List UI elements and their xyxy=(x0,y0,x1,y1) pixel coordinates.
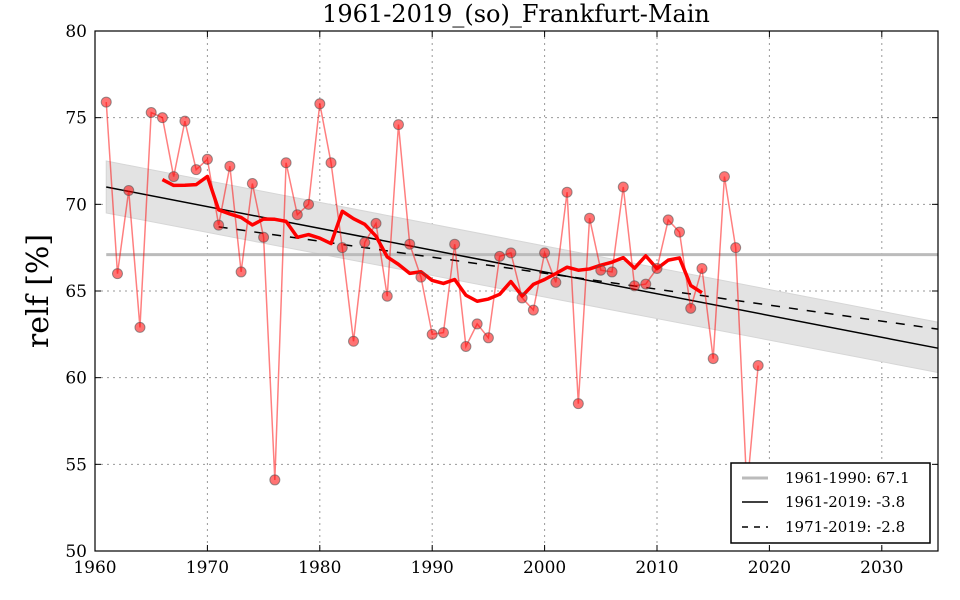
y-axis-label: relf [%] xyxy=(21,234,56,348)
data-point xyxy=(336,242,348,254)
data-point xyxy=(201,153,213,165)
data-point xyxy=(111,268,123,280)
y-tick-label: 80 xyxy=(65,22,87,42)
data-point xyxy=(696,262,708,274)
data-point xyxy=(494,250,506,262)
x-tick-label: 2030 xyxy=(860,558,903,578)
data-point xyxy=(629,280,641,292)
data-point xyxy=(662,214,674,226)
legend-trend2-label: 1971-2019: -2.8 xyxy=(785,518,905,536)
data-point xyxy=(123,184,135,196)
legend-mean-label: 1961-1990: 67.1 xyxy=(785,469,910,487)
data-point xyxy=(325,157,337,169)
data-point xyxy=(651,262,663,274)
data-point xyxy=(539,247,551,259)
data-point xyxy=(314,98,326,110)
data-point xyxy=(673,226,685,238)
y-tick-label: 55 xyxy=(65,455,87,475)
data-point xyxy=(168,171,180,183)
moving-average-line xyxy=(161,174,703,303)
data-point xyxy=(100,96,112,108)
data-point xyxy=(156,112,168,124)
data-point xyxy=(224,160,236,172)
confidence-band-area xyxy=(105,160,939,374)
x-tick-label: 1960 xyxy=(73,558,116,578)
data-point xyxy=(550,276,562,288)
x-tick-label: 1980 xyxy=(298,558,341,578)
data-point xyxy=(381,290,393,302)
data-point xyxy=(449,238,461,250)
x-tick-label: 2000 xyxy=(523,558,566,578)
data-point xyxy=(505,247,517,259)
data-point xyxy=(437,327,449,339)
data-point xyxy=(471,318,483,330)
data-point xyxy=(246,178,258,190)
data-point xyxy=(584,212,596,224)
legend-trend-label: 1961-2019: -3.8 xyxy=(785,493,905,511)
trend-line-1971-2019 xyxy=(218,226,939,330)
legend-box xyxy=(730,462,931,544)
x-tick-label: 2020 xyxy=(748,558,791,578)
data-point xyxy=(179,115,191,127)
chart-title: 1961-2019_(so)_Frankfurt-Main xyxy=(322,0,710,28)
data-point xyxy=(685,302,697,314)
data-point xyxy=(730,242,742,254)
data-point xyxy=(269,474,281,486)
data-point xyxy=(482,332,494,344)
data-point xyxy=(606,266,618,278)
data-point xyxy=(303,198,315,210)
data-point xyxy=(415,271,427,283)
data-point xyxy=(359,236,371,248)
data-point xyxy=(145,106,157,118)
data-point xyxy=(561,186,573,198)
legend: 1961-1990: 67.1 1961-2019: -3.8 1971-201… xyxy=(730,462,931,544)
data-point xyxy=(707,353,719,365)
data-point xyxy=(640,278,652,290)
data-point xyxy=(235,266,247,278)
y-tick-label: 60 xyxy=(65,369,87,389)
data-point xyxy=(190,164,202,176)
data-point xyxy=(516,292,528,304)
data-point xyxy=(392,119,404,131)
data-point xyxy=(527,304,539,316)
data-point xyxy=(134,321,146,333)
data-point xyxy=(404,238,416,250)
data-point xyxy=(370,217,382,229)
data-point xyxy=(718,171,730,183)
data-point xyxy=(426,328,438,340)
y-tick-label: 75 xyxy=(65,109,87,129)
data-point xyxy=(752,360,764,372)
data-point xyxy=(213,219,225,231)
data-point xyxy=(291,209,303,221)
data-point xyxy=(460,340,472,352)
y-tick-label: 50 xyxy=(65,542,87,562)
data-point xyxy=(348,335,360,347)
y-tick-label: 65 xyxy=(65,282,87,302)
x-tick-label: 2010 xyxy=(635,558,678,578)
data-point xyxy=(258,231,270,243)
data-point xyxy=(280,157,292,169)
data-point xyxy=(595,264,607,276)
x-tick-label: 1970 xyxy=(186,558,229,578)
data-point xyxy=(617,181,629,193)
axis-ticks: 1960 1970 1980 1990 2000 2010 2020 2030 50 55 60 65… xyxy=(65,22,938,578)
plot-marks xyxy=(100,96,939,496)
confidence-band xyxy=(105,160,939,374)
data-point xyxy=(572,398,584,410)
trend-line-1961-2019 xyxy=(106,186,939,349)
x-tick-label: 1990 xyxy=(411,558,454,578)
y-tick-label: 70 xyxy=(65,195,87,215)
